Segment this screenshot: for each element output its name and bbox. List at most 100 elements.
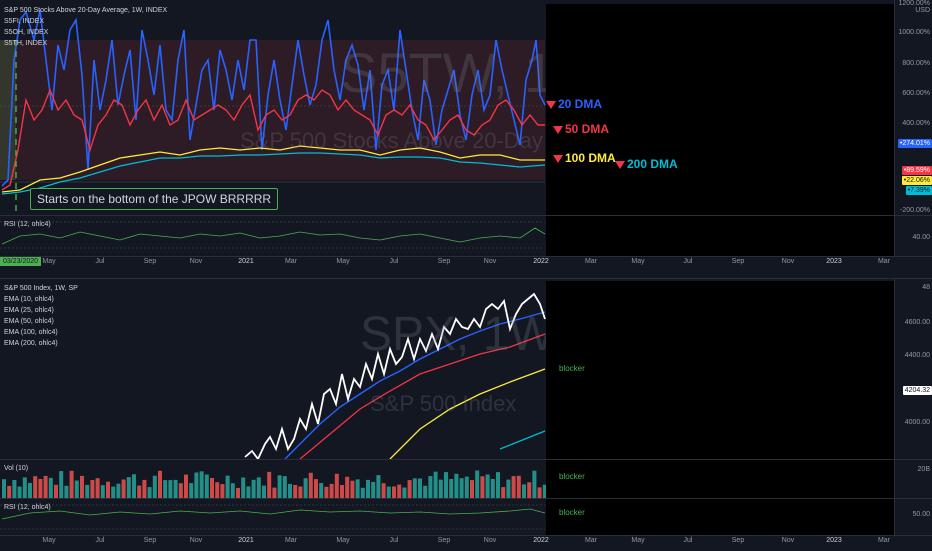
volume-bar: [444, 472, 448, 498]
volume-bar: [28, 482, 32, 498]
volume-bar: [2, 479, 6, 498]
volume-legend[interactable]: Vol (10): [4, 465, 29, 472]
legend-ema25[interactable]: EMA (25, ohlc4): [4, 307, 54, 314]
volume-bar: [85, 484, 90, 498]
time-tick: Nov: [483, 537, 497, 544]
top-rsi-plot[interactable]: RSI (12, ohlc4): [0, 216, 895, 256]
top-rsi-blackout: [546, 216, 895, 256]
volume-bar: [121, 479, 126, 498]
legend-s5oh[interactable]: S5OH, INDEX: [4, 29, 49, 36]
bottom-time-axis[interactable]: May Jul Sep Nov 2021 Mar May Jul Sep Nov…: [0, 537, 895, 551]
volume-bar: [152, 475, 157, 498]
volume-bar: [246, 486, 251, 498]
date-marker: 03/23/2020: [0, 257, 42, 266]
axis-tick: 20B: [917, 466, 930, 473]
time-tick: May: [42, 537, 56, 544]
legend-ema100[interactable]: EMA (100, ohlc4): [4, 329, 58, 336]
volume-bar: [210, 478, 214, 498]
axis-tick: 800.00%: [902, 60, 930, 67]
arrow-down-icon: [546, 100, 556, 109]
volume-bar: [147, 487, 152, 498]
legend-ema10[interactable]: EMA (10, ohlc4): [4, 296, 54, 303]
annotation-200dma: 200 DMA: [615, 157, 678, 171]
top-rsi-legend[interactable]: RSI (12, ohlc4): [4, 221, 51, 228]
time-tick: 2023: [826, 537, 842, 544]
separator[interactable]: [0, 215, 932, 216]
top-chart-pane[interactable]: S5TW, 1W S&P 500 Stocks Above 20-Day S&P…: [0, 0, 932, 215]
time-tick: 2022: [533, 258, 549, 265]
volume-bar: [95, 478, 100, 498]
separator[interactable]: [0, 459, 932, 460]
volume-bar: [366, 479, 370, 498]
volume-bar: [350, 480, 355, 498]
callout-jpow[interactable]: Starts on the bottom of the JPOW BRRRRR: [30, 188, 279, 210]
time-tick: Sep: [437, 258, 451, 265]
volume-bar: [324, 486, 329, 498]
axis-tick: 4000.00: [904, 419, 930, 426]
volume-bar: [386, 486, 391, 498]
volume-bar: [293, 485, 298, 498]
annotation-50dma-label: 50 DMA: [565, 122, 610, 136]
axis-tick: 1000.00%: [898, 29, 930, 36]
top-blackout-area: [546, 4, 895, 215]
volume-bar: [334, 473, 339, 498]
volume-blackout: [546, 460, 895, 498]
time-tick: Sep: [731, 258, 745, 265]
bottom-rsi-legend[interactable]: RSI (12, ohlc4): [4, 504, 51, 511]
badge-100dma: •22.06%: [901, 176, 932, 185]
volume-bar: [262, 485, 266, 498]
axis-unit: USD: [915, 7, 930, 14]
line-200dma: [1, 152, 546, 195]
time-tick: Nov: [189, 537, 203, 544]
bottom-price-axis[interactable]: 48 4600.00 4400.00 4000.00 4204.32: [894, 279, 932, 459]
volume-bar: [480, 476, 485, 498]
badge-50dma: •89.59%: [901, 166, 932, 175]
volume-bar: [407, 480, 412, 498]
top-plot-area[interactable]: S5TW, 1W S&P 500 Stocks Above 20-Day S&P…: [0, 0, 895, 215]
volume-bar: [490, 479, 495, 498]
badge-200dma: •7.39%: [905, 186, 932, 195]
ema25-line: [284, 311, 546, 459]
time-tick: 2021: [238, 258, 254, 265]
volume-bar: [542, 484, 547, 498]
volume-bar: [485, 474, 490, 498]
legend-ema50[interactable]: EMA (50, ohlc4): [4, 318, 54, 325]
annotation-100dma-label: 100 DMA: [565, 151, 616, 165]
top-rsi-pane[interactable]: RSI (12, ohlc4) 40.00: [0, 216, 932, 256]
legend-s5th[interactable]: S5TH, INDEX: [4, 40, 48, 47]
top-price-axis[interactable]: 1200.00% USD 1000.00% 800.00% 600.00% 40…: [894, 0, 932, 215]
time-tick: May: [631, 537, 645, 544]
volume-bar: [241, 477, 246, 498]
ema100-line: [389, 368, 546, 459]
volume-bar: [7, 485, 12, 498]
top-rsi-axis[interactable]: 40.00: [894, 216, 932, 256]
bottom-rsi-plot[interactable]: RSI (12, ohlc4) blocker: [0, 499, 895, 535]
legend-spx[interactable]: S&P 500 Index, 1W, SP: [4, 285, 78, 292]
volume-bar: [204, 474, 209, 498]
bottom-chart-pane[interactable]: SPX, 1W S&P 500 Index S&P 500 Index, 1W,…: [0, 279, 932, 459]
bottom-blackout-area: [546, 281, 895, 459]
volume-bar: [397, 484, 402, 498]
time-tick: Mar: [584, 258, 598, 265]
volume-axis[interactable]: 20B: [894, 460, 932, 498]
top-time-axis[interactable]: May Jul Sep Nov 2021 Mar May Jul Sep Nov…: [0, 258, 895, 272]
bottom-rsi-pane[interactable]: RSI (12, ohlc4) blocker 50.00: [0, 499, 932, 535]
volume-pane[interactable]: Vol (10) blocker 20B: [0, 460, 932, 498]
bottom-plot-area[interactable]: SPX, 1W S&P 500 Index S&P 500 Index, 1W,…: [0, 279, 895, 459]
separator[interactable]: [0, 498, 932, 499]
volume-plot[interactable]: Vol (10) blocker: [0, 460, 895, 498]
legend-main-series[interactable]: S&P 500 Stocks Above 20-Day Average, 1W,…: [4, 7, 168, 14]
time-tick: Mar: [877, 258, 891, 265]
volume-bar: [184, 474, 188, 498]
time-tick: 2023: [826, 258, 842, 265]
bottom-legend: S&P 500 Index, 1W, SP EMA (10, ohlc4) EM…: [4, 283, 78, 349]
volume-bar: [59, 471, 64, 498]
volume-bar: [438, 479, 443, 498]
legend-ema200[interactable]: EMA (200, ohlc4): [4, 340, 58, 347]
volume-bar: [142, 479, 147, 498]
volume-bar: [282, 476, 287, 498]
legend-s5fi[interactable]: S5FI, INDEX: [4, 18, 45, 25]
bottom-rsi-axis[interactable]: 50.00: [894, 499, 932, 535]
volume-bars: [2, 470, 547, 498]
volume-bar: [412, 478, 417, 498]
